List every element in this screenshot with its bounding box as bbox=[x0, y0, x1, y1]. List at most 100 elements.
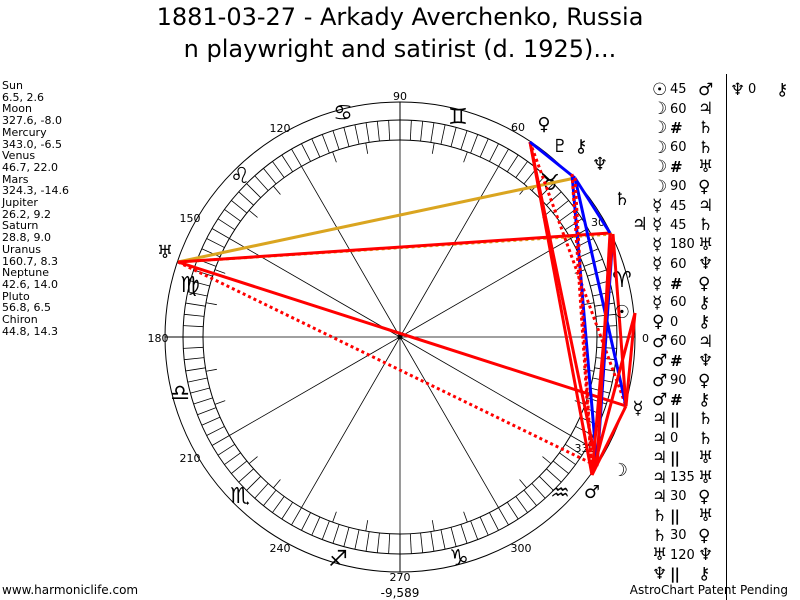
ring-tick bbox=[498, 507, 509, 526]
aspect-value: 120 bbox=[670, 547, 695, 563]
planet-name: Neptune bbox=[2, 266, 50, 280]
aspect-line bbox=[570, 173, 594, 476]
planet-glyph-icon: ♄ bbox=[698, 137, 714, 158]
ring-tick bbox=[187, 377, 208, 383]
ring-tick bbox=[263, 489, 277, 506]
planet-name: Saturn bbox=[2, 219, 39, 233]
ring-tick bbox=[184, 313, 205, 317]
aspect-row: ♂ # ⚷ bbox=[652, 389, 713, 410]
ring-tick bbox=[365, 531, 370, 552]
aspect-row: ♂ # ♆ bbox=[652, 351, 714, 372]
aspect-row: ♃ 30 ♀ bbox=[652, 486, 713, 507]
aspect-list-2: ♆ 0 ⚷ bbox=[730, 79, 788, 100]
planet-glyph-icon: ☿ bbox=[632, 398, 643, 419]
planet-glyph-icon: ♀ bbox=[698, 486, 711, 507]
planet-glyph-icon: ♀ bbox=[698, 273, 711, 294]
degree-label: 60 bbox=[511, 121, 525, 134]
planet-glyph-icon: ☉ bbox=[614, 302, 630, 323]
ring-tick bbox=[409, 120, 412, 141]
zodiac-sign-icon: ♑ bbox=[449, 546, 469, 571]
planet-glyph-icon: ☿ bbox=[652, 273, 663, 294]
ring-tick bbox=[254, 483, 269, 499]
zodiac-sign-icon: ♊ bbox=[448, 105, 468, 130]
minor-tick bbox=[214, 269, 226, 274]
planet-name: Jupiter bbox=[2, 196, 38, 210]
planet-coords: 28.8, 9.0 bbox=[2, 231, 51, 245]
ring-tick bbox=[498, 148, 509, 167]
ring-tick bbox=[552, 460, 569, 474]
degree-label: 210 bbox=[180, 452, 201, 465]
planet-coords: 26.2, 9.2 bbox=[2, 207, 51, 221]
aspect-value: # bbox=[670, 119, 683, 138]
aspect-value: || bbox=[670, 449, 680, 468]
ring-tick bbox=[565, 443, 583, 456]
ring-tick bbox=[238, 468, 254, 483]
ring-tick bbox=[206, 426, 225, 436]
planet-glyph-icon: ☿ bbox=[652, 293, 663, 313]
ring-tick bbox=[523, 489, 537, 506]
ring-tick bbox=[343, 527, 350, 547]
planet-glyph-icon: ♂ bbox=[652, 389, 668, 410]
ring-tick bbox=[224, 209, 241, 222]
planet-glyph-icon: ♃ bbox=[652, 428, 668, 449]
aspect-value: 60 bbox=[670, 295, 687, 311]
planet-glyph-icon: ♂ bbox=[584, 482, 600, 503]
ring-tick bbox=[231, 460, 248, 474]
planet-glyph-icon: ☿ bbox=[652, 215, 663, 236]
ring-tick bbox=[489, 512, 499, 531]
aspect-row: ♄ || ♅ bbox=[652, 506, 713, 526]
website-link[interactable]: www.harmoniclife.com bbox=[2, 583, 139, 597]
minor-tick bbox=[431, 142, 435, 154]
aspect-value: 135 bbox=[670, 470, 695, 485]
ring-tick bbox=[193, 397, 213, 405]
planet-glyph-icon: ♆ bbox=[730, 79, 746, 100]
planet-glyph-icon: ♆ bbox=[592, 154, 608, 175]
ring-tick bbox=[183, 325, 204, 328]
aspect-list: ☉ 45 ♂ ☽ 60 ♃ ☽ # ♄ ☽ 60 ♄ ☽ # ♅ ☽ 90 ♀ ☿ 45 ♃ ☿ 45 ♄ ☿ 180 ♅ ☿ 60 ♆ ☿… bbox=[652, 80, 714, 585]
aspect-line bbox=[528, 141, 628, 407]
planet-glyph-icon: ☿ bbox=[652, 196, 663, 217]
minor-tick bbox=[332, 151, 337, 163]
aspect-line bbox=[177, 260, 627, 408]
ring-tick bbox=[231, 200, 248, 214]
minor-tick bbox=[542, 456, 552, 464]
spoke-line bbox=[301, 336, 401, 508]
zodiac-sign-icon: ♐ bbox=[328, 547, 348, 572]
aspect-value: 30 bbox=[670, 489, 687, 505]
spoke-line bbox=[399, 336, 571, 436]
planet-name: Pluto bbox=[2, 289, 30, 303]
ring-tick bbox=[254, 175, 269, 191]
planet-glyph-icon: ♅ bbox=[157, 242, 173, 263]
aspect-row: ♂ 60 ♃ bbox=[652, 332, 713, 352]
minor-tick bbox=[273, 185, 281, 195]
planet-name: Venus bbox=[2, 149, 36, 163]
ring-tick bbox=[311, 138, 321, 158]
planet-coords: 44.8, 14.3 bbox=[2, 324, 58, 338]
planet-glyph-icon: ♃ bbox=[652, 467, 668, 488]
ring-tick bbox=[546, 468, 562, 483]
aspect-row: ☉ 45 ♂ bbox=[652, 80, 713, 100]
aspect-value: 0 bbox=[748, 82, 757, 98]
degree-label: 90 bbox=[393, 90, 407, 103]
aspect-row: ☽ 60 ♄ bbox=[652, 137, 714, 158]
center-dot bbox=[397, 334, 403, 340]
planet-glyph-icon: ♆ bbox=[698, 351, 714, 372]
ring-tick bbox=[479, 516, 489, 536]
planet-list: Sun 6.5, 2.6 Moon 327.6, -8.0 Mercury 343.0, … bbox=[2, 80, 69, 337]
ring-tick bbox=[246, 183, 261, 198]
planet-coords: 327.6, -8.0 bbox=[2, 114, 62, 128]
aspect-value: || bbox=[670, 410, 680, 429]
ring-tick bbox=[190, 387, 210, 394]
planet-glyph-icon: ♂ bbox=[652, 351, 668, 372]
aspect-line bbox=[595, 232, 612, 467]
column-divider bbox=[726, 74, 727, 600]
planet-glyph-icon: ♂ bbox=[652, 370, 668, 391]
aspect-line bbox=[529, 140, 576, 180]
planet-glyph-icon: ☽ bbox=[652, 157, 668, 178]
aspect-row: ♀ 0 ⚷ bbox=[652, 312, 713, 332]
ring-tick bbox=[460, 130, 468, 150]
planet-glyph-icon: ♃ bbox=[652, 486, 668, 507]
planet-glyph-icon: ♃ bbox=[632, 214, 648, 235]
planet-glyph-icon: ♅ bbox=[698, 157, 714, 178]
